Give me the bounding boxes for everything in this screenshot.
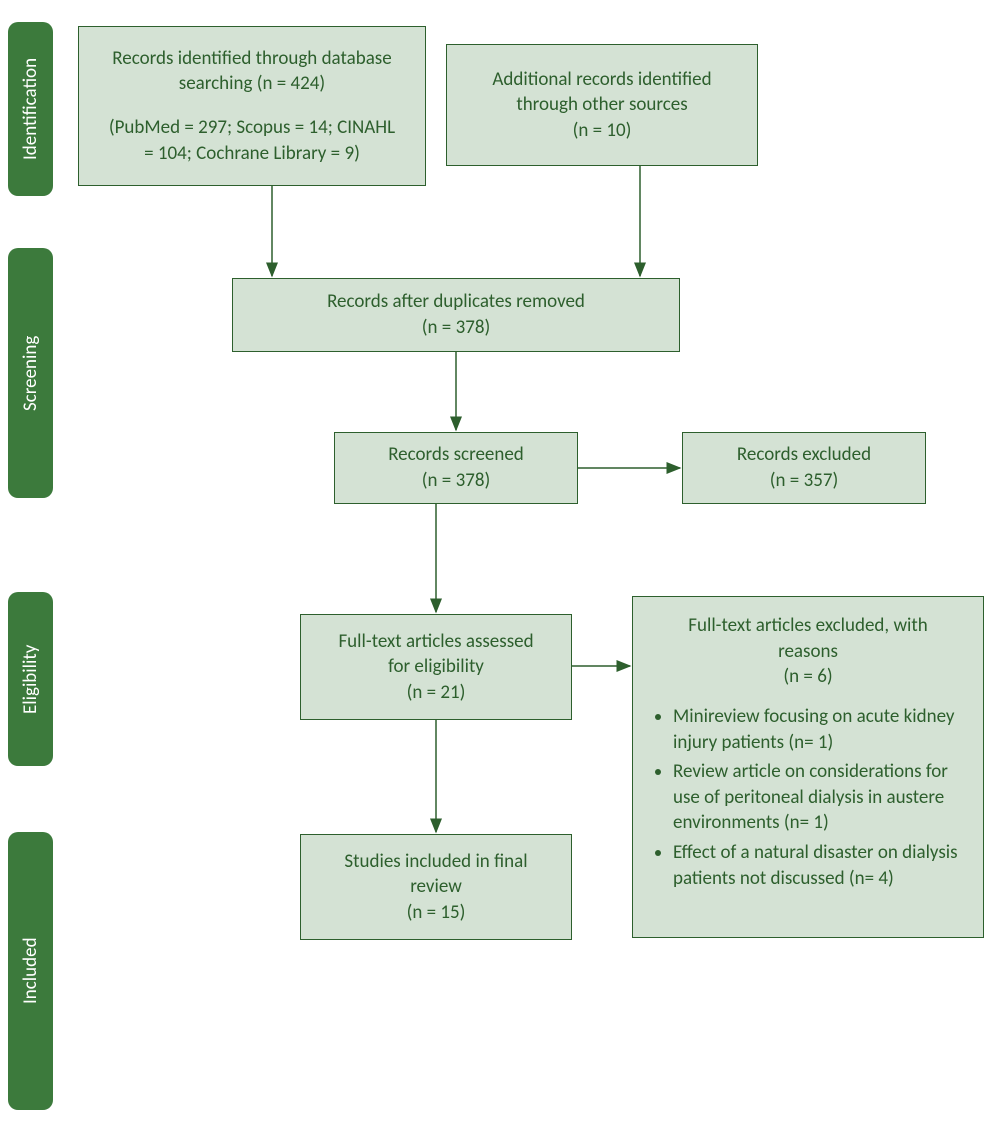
text: (PubMed = 297; Scopus = 14; CINAHL: [109, 115, 395, 141]
box-fulltext: Full-text articles assessed for eligibil…: [300, 614, 572, 720]
text: Studies included in final: [344, 849, 527, 875]
text: Full-text articles excluded, with: [688, 614, 928, 637]
box-included-final: Studies included in final review (n = 15…: [300, 834, 572, 940]
text: Records excluded: [737, 442, 871, 468]
box-excluded-screen: Records excluded (n = 357): [682, 432, 926, 504]
box-fulltext-excluded: Full-text articles excluded, with reason…: [632, 596, 984, 938]
stage-identification: Identification: [8, 22, 53, 196]
text: for eligibility: [388, 654, 484, 680]
box-screened: Records screened (n = 378): [334, 432, 578, 504]
text: = 104; Cochrane Library = 9): [144, 141, 360, 167]
exclusion-reasons-list: Minireview focusing on acute kidney inju…: [651, 704, 965, 895]
text: (n = 15): [407, 900, 466, 926]
text: searching (n = 424): [179, 71, 325, 97]
text: (n = 378): [422, 315, 490, 341]
list-item: Effect of a natural disaster on dialysis…: [673, 840, 965, 891]
text: (n = 357): [770, 468, 838, 494]
text: Full-text articles assessed: [338, 629, 533, 655]
stage-eligibility: Eligibility: [8, 592, 53, 766]
text: (n = 21): [407, 680, 466, 706]
text: Records screened: [388, 442, 524, 468]
box-db-search: Records identified through database sear…: [78, 26, 426, 186]
box-after-dupes: Records after duplicates removed (n = 37…: [232, 278, 680, 352]
text: reasons: [778, 640, 838, 663]
list-item: Minireview focusing on acute kidney inju…: [673, 704, 965, 755]
text: through other sources: [516, 92, 687, 118]
list-item: Review article on considerations for use…: [673, 759, 965, 836]
text: (n = 10): [573, 118, 632, 144]
text: Additional records identified: [492, 67, 711, 93]
stage-screening: Screening: [8, 248, 53, 498]
box-other-sources: Additional records identified through ot…: [446, 44, 758, 166]
text: Records identified through database: [112, 46, 391, 72]
stage-included: Included: [8, 832, 53, 1110]
text: (n = 378): [422, 468, 490, 494]
text: review: [410, 874, 462, 900]
text: (n = 6): [783, 665, 832, 688]
text: Records after duplicates removed: [327, 289, 585, 315]
